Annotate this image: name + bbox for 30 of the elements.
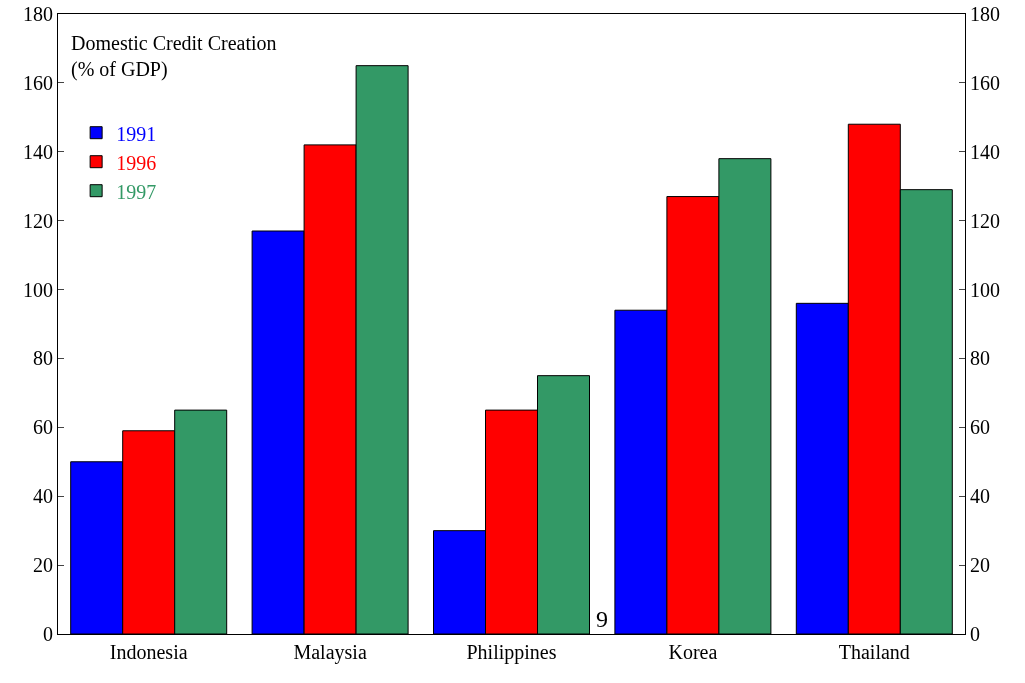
- x-tick-label: Indonesia: [109, 641, 188, 663]
- text: Domestic Credit Creation (% of GDP): [71, 32, 277, 81]
- y2-tick-label: 0: [970, 623, 980, 645]
- y2-tick-label: 60: [970, 416, 990, 439]
- legend-label: 1997: [116, 180, 157, 203]
- y2-tick-label: 100: [970, 278, 1000, 301]
- y2-tick-label: 20: [970, 554, 990, 577]
- y-tick-label: 140: [23, 140, 53, 163]
- y-tick-label: 20: [33, 554, 53, 577]
- legend-label: 1991: [116, 122, 157, 145]
- y-tick-label: 0: [43, 623, 53, 645]
- x-tick-label: Malaysia: [293, 641, 367, 664]
- annotation: 9: [596, 606, 608, 632]
- y-tick-label: 100: [23, 278, 53, 301]
- y-tick-label: 160: [23, 71, 53, 94]
- legend-label: 1996: [116, 151, 157, 174]
- y2-tick-label: 160: [970, 71, 1000, 94]
- x-tick-label: Philippines: [466, 641, 557, 664]
- x-tick-label: Korea: [668, 641, 718, 663]
- y2-tick-label: 140: [970, 140, 1000, 163]
- y-tick-label: 80: [33, 347, 53, 370]
- y2-tick-label: 120: [970, 209, 1000, 232]
- y-tick-label: 120: [23, 209, 53, 232]
- y2-tick-label: 180: [970, 3, 1000, 25]
- y-tick-label: 180: [23, 3, 53, 25]
- y-tick-label: 40: [33, 485, 53, 508]
- y2-tick-label: 40: [970, 485, 990, 508]
- x-tick-label: Thailand: [838, 641, 910, 663]
- y2-tick-label: 80: [970, 347, 990, 370]
- y-tick-label: 60: [33, 416, 53, 439]
